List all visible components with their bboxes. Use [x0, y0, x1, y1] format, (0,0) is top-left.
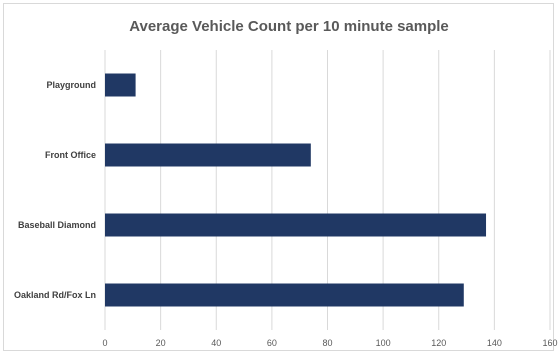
- bar-front-office: [105, 143, 311, 167]
- category-labels: Playground Front Office Baseball Diamond Oa…: [14, 80, 96, 300]
- x-tick-label: 100: [376, 338, 391, 348]
- category-label: Oakland Rd/Fox Ln: [14, 290, 96, 300]
- x-tick-label: 40: [211, 338, 221, 348]
- x-tick-label: 60: [267, 338, 277, 348]
- bar-baseball-diamond: [105, 213, 487, 237]
- bar-playground: [105, 73, 136, 97]
- x-tick-label: 120: [431, 338, 446, 348]
- x-axis-tick-labels: 0 20 40 60 80 100 120 140 160: [102, 338, 557, 348]
- chart-title: Average Vehicle Count per 10 minute samp…: [129, 18, 449, 35]
- x-tick-label: 160: [542, 338, 557, 348]
- category-label: Baseball Diamond: [18, 220, 96, 230]
- x-tick-label: 80: [322, 338, 332, 348]
- category-label: Front Office: [45, 150, 96, 160]
- gridlines: [104, 50, 551, 330]
- bar-oakland-rd-fox-ln: [105, 283, 464, 307]
- bars: [105, 73, 487, 307]
- x-tick-label: 0: [102, 338, 107, 348]
- x-tick-label: 140: [487, 338, 502, 348]
- category-label: Playground: [46, 80, 96, 90]
- x-tick-label: 20: [156, 338, 166, 348]
